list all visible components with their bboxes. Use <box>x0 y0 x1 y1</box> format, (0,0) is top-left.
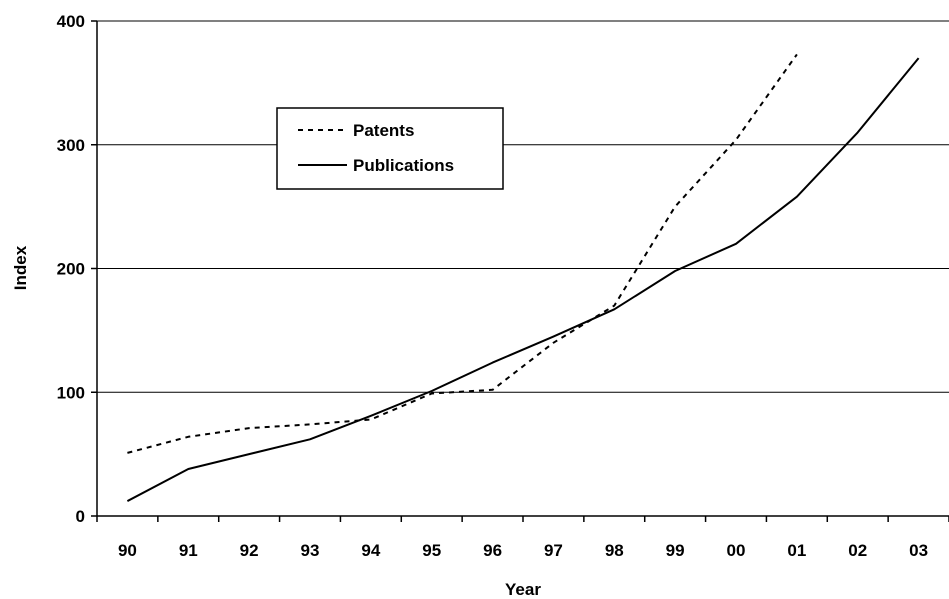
x-tick-label-01: 01 <box>787 541 806 560</box>
x-axis-title: Year <box>505 580 541 599</box>
y-tick-label-100: 100 <box>57 383 85 402</box>
x-tick-label-03: 03 <box>909 541 928 560</box>
x-tick-label-99: 99 <box>666 541 685 560</box>
x-tick-label-96: 96 <box>483 541 502 560</box>
y-tick-label-300: 300 <box>57 136 85 155</box>
y-tick-label-400: 400 <box>57 12 85 31</box>
x-tick-label-93: 93 <box>301 541 320 560</box>
series-line-publications <box>126 57 920 502</box>
x-tick-label-94: 94 <box>361 541 380 560</box>
x-tick-label-90: 90 <box>118 541 137 560</box>
x-tick-label-97: 97 <box>544 541 563 560</box>
legend-box <box>276 107 504 190</box>
x-tick-label-02: 02 <box>848 541 867 560</box>
x-tick-label-95: 95 <box>422 541 441 560</box>
x-tick-label-98: 98 <box>605 541 624 560</box>
y-tick-label-200: 200 <box>57 260 85 279</box>
x-tick-label-00: 00 <box>727 541 746 560</box>
y-tick-label-0: 0 <box>76 507 85 526</box>
gridlines <box>97 20 949 393</box>
x-tick-label-91: 91 <box>179 541 198 560</box>
series-lines <box>126 53 920 502</box>
legend-label-patents: Patents <box>353 121 414 140</box>
legend-label-publications: Publications <box>353 156 454 175</box>
x-tick-label-92: 92 <box>240 541 259 560</box>
legend: Patents Publications <box>276 107 504 190</box>
y-axis-ticks: 0 100 200 300 400 <box>57 12 97 526</box>
y-axis-title: Index <box>11 245 30 290</box>
x-axis-ticks: 90 91 92 93 94 95 96 97 98 99 00 01 02 03 <box>96 516 949 560</box>
series-line-patents <box>127 53 798 454</box>
